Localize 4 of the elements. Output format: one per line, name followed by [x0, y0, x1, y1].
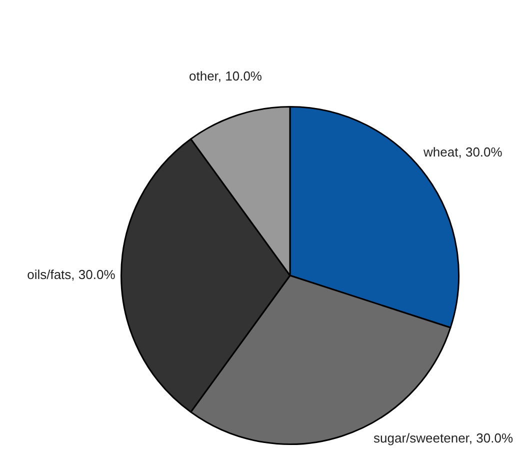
slice-label: other, 10.0% — [188, 68, 262, 84]
slice-label: oils/fats, 30.0% — [27, 267, 116, 282]
slice-label: wheat, 30.0% — [422, 144, 503, 160]
slice-label: sugar/sweetener, 30.0% — [374, 430, 514, 446]
